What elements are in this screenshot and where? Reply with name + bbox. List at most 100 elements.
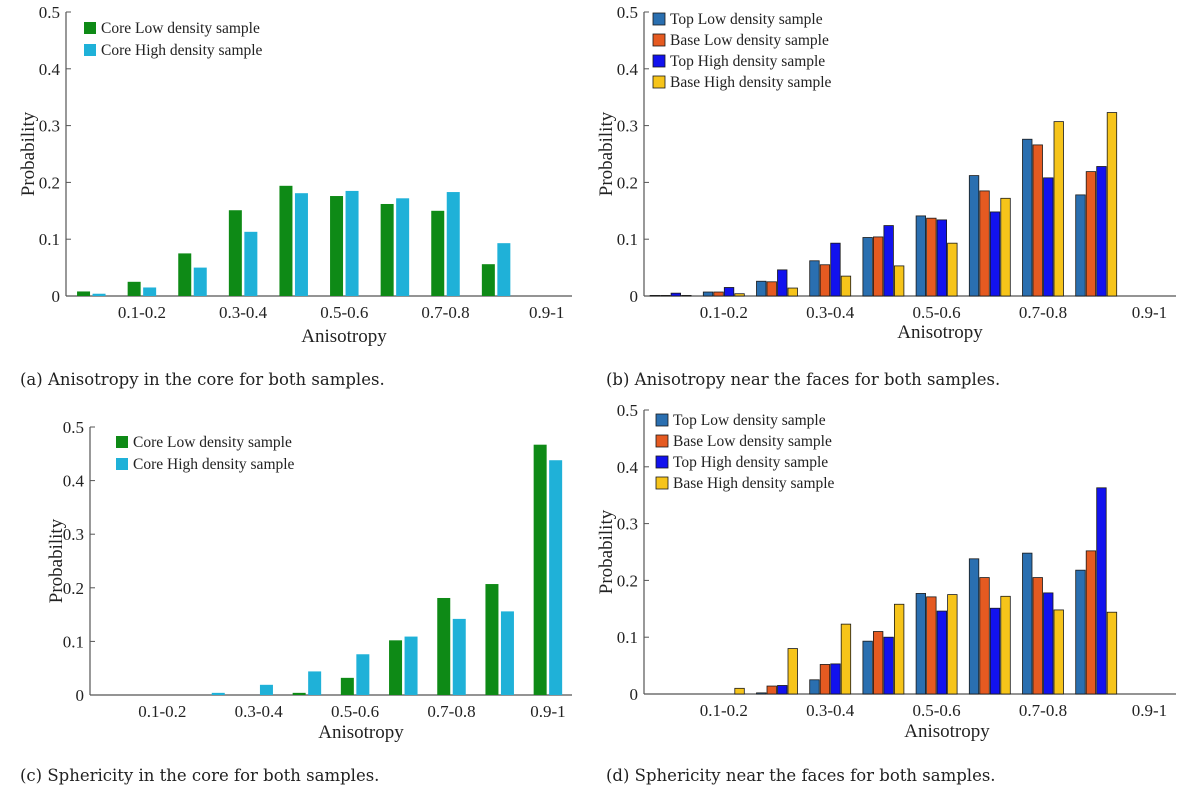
chart-panel-d: 0 0.1 0.2 0.3 0.4 0.5 0.1-0.2 0.3-0.4 0.5-0.6 0.7… <box>595 400 1190 760</box>
bar-base_high-7 <box>1053 121 1064 297</box>
bar-core_low-1 <box>127 281 141 296</box>
bar-base_low-5 <box>926 596 937 695</box>
bar-base_high-4 <box>893 603 905 695</box>
y-tick-label: 0 <box>630 287 639 306</box>
x-tick-label: 0.1-0.2 <box>118 303 166 322</box>
y-tick-label: 0.3 <box>63 525 84 544</box>
bar-core_low-0 <box>77 291 91 296</box>
bar-top_low-7 <box>1022 138 1033 297</box>
bar-top_low-6 <box>968 175 980 297</box>
x-tick-label: 0.9-1 <box>530 702 565 721</box>
bar-core_high-0 <box>92 293 106 296</box>
x-tick-label: 0.7-0.8 <box>1019 701 1067 720</box>
bar-base_high-3 <box>840 623 852 695</box>
x-tick-label: 0.5-0.6 <box>913 701 961 720</box>
y-axis-title: Probability <box>18 111 39 196</box>
x-tick-label: 0.3-0.4 <box>806 701 855 720</box>
bar-base_high-7 <box>1053 609 1064 695</box>
y-tick-label: 0.2 <box>617 571 638 590</box>
bar-core_low-4 <box>292 692 306 695</box>
bar-top_high-7 <box>1043 592 1054 695</box>
y-tick-label: 0 <box>76 686 85 705</box>
legend-label-top_high: Top High density sample <box>673 454 828 471</box>
bar-top_high-1 <box>723 287 735 297</box>
x-tick-label: 0.5-0.6 <box>331 702 379 721</box>
x-tick-label: 0.3-0.4 <box>806 303 855 322</box>
legend-label-core_high: Core High density sample <box>101 42 263 59</box>
x-tick-label: 0.7-0.8 <box>427 702 475 721</box>
bar-base_low-4 <box>872 631 884 695</box>
caption-a: (a) Anisotropy in the core for both samp… <box>20 370 385 389</box>
y-tick-label: 0.4 <box>63 472 85 491</box>
caption-c: (c) Sphericity in the core for both samp… <box>20 766 380 785</box>
bar-core_high-2 <box>211 692 225 695</box>
bar-core_low-9 <box>533 444 547 695</box>
bar-base_high-3 <box>840 275 852 297</box>
bar-core_high-7 <box>452 618 466 695</box>
bar-core_low-8 <box>481 264 495 296</box>
bar-top_high-4 <box>883 636 894 695</box>
x-tick-label: 0.1-0.2 <box>700 303 748 322</box>
bar-core_low-3 <box>228 210 242 296</box>
bar-top_high-4 <box>883 225 894 297</box>
y-tick-label: 0 <box>630 685 639 704</box>
bar-core_high-4 <box>308 671 322 695</box>
y-tick-label: 0.3 <box>617 515 638 534</box>
y-tick-label: 0.5 <box>63 418 84 437</box>
bar-base_low-4 <box>872 236 884 297</box>
legend-label-base_high: Base High density sample <box>670 74 832 91</box>
bar-base_low-2 <box>766 281 777 297</box>
legend-swatch-top_high <box>652 54 666 68</box>
chart-panel-a: 0 0.1 0.2 0.3 0.4 0.5 0.1-0.2 0.3-0.4 0.5-0.6 0.7… <box>0 0 595 360</box>
bar-base_low-8 <box>1085 171 1097 297</box>
bar-top_low-8 <box>1075 194 1086 297</box>
y-tick-label: 0.4 <box>617 60 639 79</box>
bar-top_low-2 <box>756 692 767 695</box>
caption-b: (b) Anisotropy near the faces for both s… <box>606 370 1001 389</box>
bar-base_low-6 <box>979 190 990 297</box>
x-axis-title: Anisotropy <box>301 326 387 347</box>
bar-core_high-6 <box>404 636 418 695</box>
bar-top_high-7 <box>1043 177 1054 297</box>
bar-top_low-5 <box>915 593 927 695</box>
x-tick-label: 0.5-0.6 <box>320 303 368 322</box>
bar-core_low-2 <box>178 253 192 296</box>
bar-top_low-3 <box>809 260 820 297</box>
legend-label-core_low: Core Low density sample <box>101 20 260 37</box>
bar-core_high-8 <box>500 611 514 695</box>
y-tick-label: 0.5 <box>39 3 60 22</box>
bar-top_high-6 <box>989 607 1001 695</box>
bar-top_low-7 <box>1022 552 1033 695</box>
y-axis-title: Probability <box>46 518 67 603</box>
bar-top_low-2 <box>756 280 767 297</box>
y-tick-label: 0.1 <box>617 628 638 647</box>
legend-swatch-base_high <box>655 476 669 490</box>
bar-top_high-6 <box>989 211 1001 297</box>
bar-top_low-1 <box>702 291 714 297</box>
bar-core_high-3 <box>259 684 273 695</box>
bar-core_low-6 <box>380 203 394 296</box>
bar-top_low-6 <box>968 558 980 695</box>
legend-label-base_low: Base Low density sample <box>673 433 832 450</box>
y-tick-label: 0.4 <box>617 458 639 477</box>
bar-top_high-5 <box>936 610 948 695</box>
x-tick-label: 0.1-0.2 <box>138 702 186 721</box>
bar-core_high-3 <box>244 231 258 296</box>
chart-panel-b: 0 0.1 0.2 0.3 0.4 0.5 0.1-0.2 0.3-0.4 0.5-0.6 0.7… <box>595 0 1190 360</box>
y-tick-label: 0.1 <box>39 230 60 249</box>
bar-base_high-0 <box>681 295 692 297</box>
y-tick-label: 0 <box>52 287 61 306</box>
legend-swatch-top_low <box>652 12 666 26</box>
bar-base_high-6 <box>1000 595 1011 695</box>
chart-panel-c: 0 0.1 0.2 0.3 0.4 0.5 0.1-0.2 0.3-0.4 0.5-0.6 0.7… <box>0 400 595 760</box>
y-tick-label: 0.3 <box>39 117 60 136</box>
bar-core_high-1 <box>143 287 157 296</box>
legend-label-base_high: Base High density sample <box>673 475 835 492</box>
legend-swatch-core_low <box>84 22 96 34</box>
bar-base_low-5 <box>926 217 937 297</box>
bar-core_low-7 <box>437 597 451 695</box>
bar-top_high-5 <box>936 219 948 297</box>
bar-core_low-5 <box>340 677 354 695</box>
legend-swatch-top_low <box>655 413 669 427</box>
bar-top_high-3 <box>830 663 841 695</box>
